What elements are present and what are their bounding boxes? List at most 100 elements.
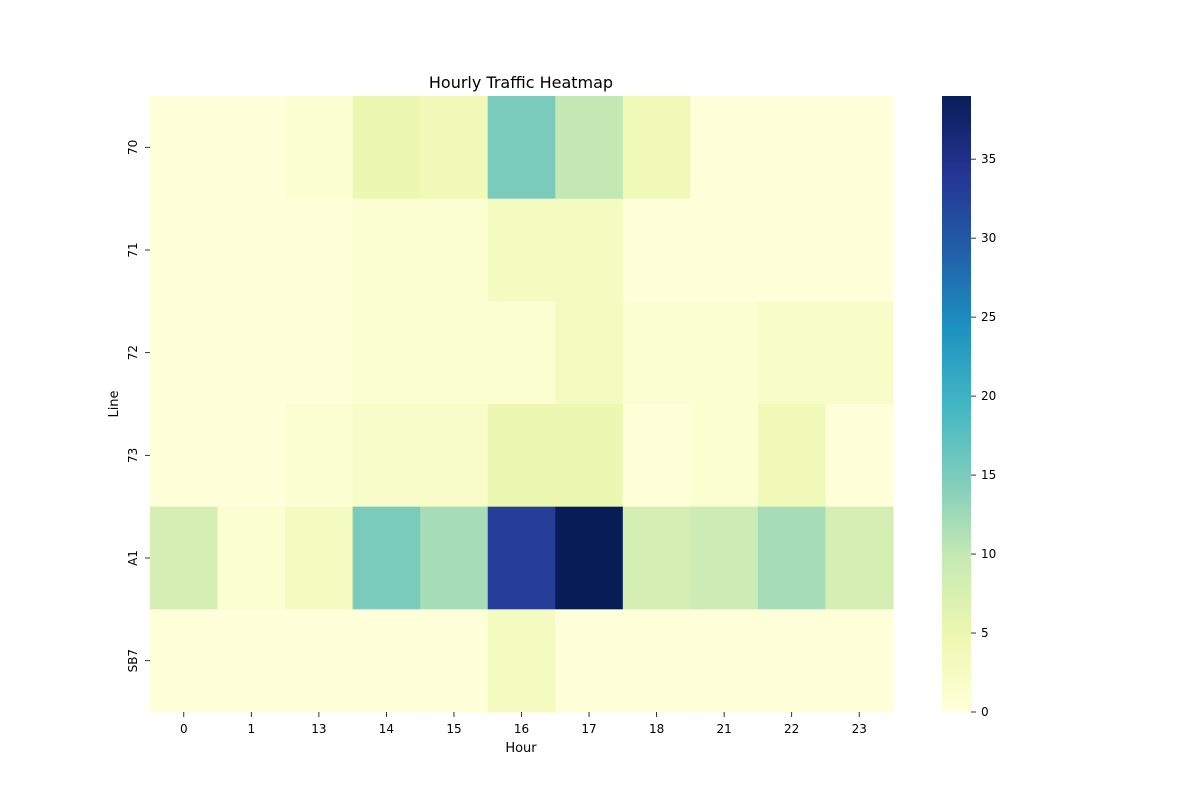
heatmap-cell	[150, 301, 219, 405]
heatmap-cell	[285, 506, 354, 610]
heatmap-cell	[352, 198, 421, 302]
heatmap-cell	[622, 404, 691, 508]
heatmap-cell	[555, 96, 624, 200]
x-tick-label: 0	[180, 722, 188, 736]
heatmap-cell	[420, 96, 489, 200]
x-tick-label: 15	[446, 722, 461, 736]
y-tick-label: 73	[126, 448, 140, 463]
colorbar-gradient	[942, 96, 971, 712]
heatmap-cell	[690, 301, 759, 405]
heatmap-cell	[487, 198, 556, 302]
y-axis: 70 71 72 73 A1 SB7	[126, 140, 150, 672]
chart-title: Hourly Traffic Heatmap	[429, 73, 613, 92]
heatmap-cell	[420, 609, 489, 713]
heatmap-cell	[825, 96, 894, 200]
y-axis-label: Line	[107, 390, 122, 417]
heatmap-cell	[555, 506, 624, 610]
colorbar-tick-label: 25	[981, 310, 996, 324]
x-tick-label: 17	[581, 722, 596, 736]
colorbar-tick-label: 35	[981, 152, 996, 166]
heatmap-cell	[420, 198, 489, 302]
heatmap-cell	[352, 404, 421, 508]
heatmap-cell	[420, 301, 489, 405]
heatmap-cell	[555, 609, 624, 713]
y-tick-label: SB7	[126, 649, 140, 672]
heatmap-cell	[825, 506, 894, 610]
x-tick-label: 1	[247, 722, 255, 736]
x-axis: 0 1 13 14 15 16 17 18 21 22 23	[180, 712, 867, 736]
heatmap-cell	[825, 198, 894, 302]
x-tick-label: 18	[649, 722, 664, 736]
heatmap-cell	[825, 301, 894, 405]
heatmap-cell	[757, 301, 826, 405]
heatmap-cell	[487, 506, 556, 610]
heatmap-cell	[352, 609, 421, 713]
x-tick-label: 22	[784, 722, 799, 736]
heatmap-cells	[150, 96, 894, 713]
heatmap-cell	[622, 96, 691, 200]
heatmap-cell	[757, 506, 826, 610]
colorbar-tick-label: 10	[981, 547, 996, 561]
heatmap-cell	[352, 506, 421, 610]
y-tick-label: A1	[126, 550, 140, 566]
x-axis-label: Hour	[505, 741, 537, 756]
heatmap-cell	[555, 198, 624, 302]
heatmap-cell	[150, 404, 219, 508]
heatmap-cell	[825, 609, 894, 713]
colorbar-tick-label: 5	[981, 626, 989, 640]
heatmap-cell	[555, 404, 624, 508]
heatmap-cell	[757, 198, 826, 302]
heatmap-cell	[487, 301, 556, 405]
y-tick-label: 71	[126, 242, 140, 257]
heatmap-cell	[622, 198, 691, 302]
heatmap-cell	[217, 404, 286, 508]
heatmap-cell	[487, 96, 556, 200]
x-tick-label: 23	[852, 722, 867, 736]
colorbar-tick-label: 0	[981, 705, 989, 719]
heatmap-cell	[622, 506, 691, 610]
colorbar-tick-label: 30	[981, 231, 996, 245]
heatmap-cell	[420, 404, 489, 508]
y-tick-label: 70	[126, 140, 140, 155]
heatmap-cell	[825, 404, 894, 508]
heatmap-cell	[622, 301, 691, 405]
colorbar-ticks: 0 5 10 15 20 25 30 35	[971, 152, 996, 719]
heatmap-cell	[690, 609, 759, 713]
heatmap-cell	[352, 301, 421, 405]
heatmap-cell	[150, 609, 219, 713]
heatmap-cell	[217, 96, 286, 200]
heatmap-cell	[217, 506, 286, 610]
heatmap-cell	[487, 609, 556, 713]
heatmap-cell	[757, 96, 826, 200]
heatmap-cell	[555, 301, 624, 405]
heatmap-cell	[420, 506, 489, 610]
x-tick-label: 13	[311, 722, 326, 736]
heatmap-cell	[150, 506, 219, 610]
heatmap-cell	[217, 198, 286, 302]
heatmap-cell	[622, 609, 691, 713]
heatmap-cell	[285, 301, 354, 405]
x-tick-label: 21	[716, 722, 731, 736]
heatmap-cell	[285, 96, 354, 200]
colorbar: 0 5 10 15 20 25 30 35	[942, 96, 996, 719]
heatmap-cell	[285, 609, 354, 713]
heatmap-cell	[217, 301, 286, 405]
heatmap-cell	[757, 404, 826, 508]
heatmap-cell	[285, 404, 354, 508]
heatmap-cell	[690, 198, 759, 302]
heatmap-cell	[690, 404, 759, 508]
heatmap-cell	[285, 198, 354, 302]
heatmap-cell	[150, 96, 219, 200]
y-tick-label: 72	[126, 345, 140, 360]
heatmap-cell	[690, 96, 759, 200]
heatmap-cell	[352, 96, 421, 200]
heatmap-cell	[757, 609, 826, 713]
heatmap-cell	[487, 404, 556, 508]
heatmap-cell	[150, 198, 219, 302]
heatmap-cell	[217, 609, 286, 713]
x-tick-label: 14	[379, 722, 394, 736]
heatmap-cell	[690, 506, 759, 610]
colorbar-tick-label: 15	[981, 468, 996, 482]
x-tick-label: 16	[514, 722, 529, 736]
